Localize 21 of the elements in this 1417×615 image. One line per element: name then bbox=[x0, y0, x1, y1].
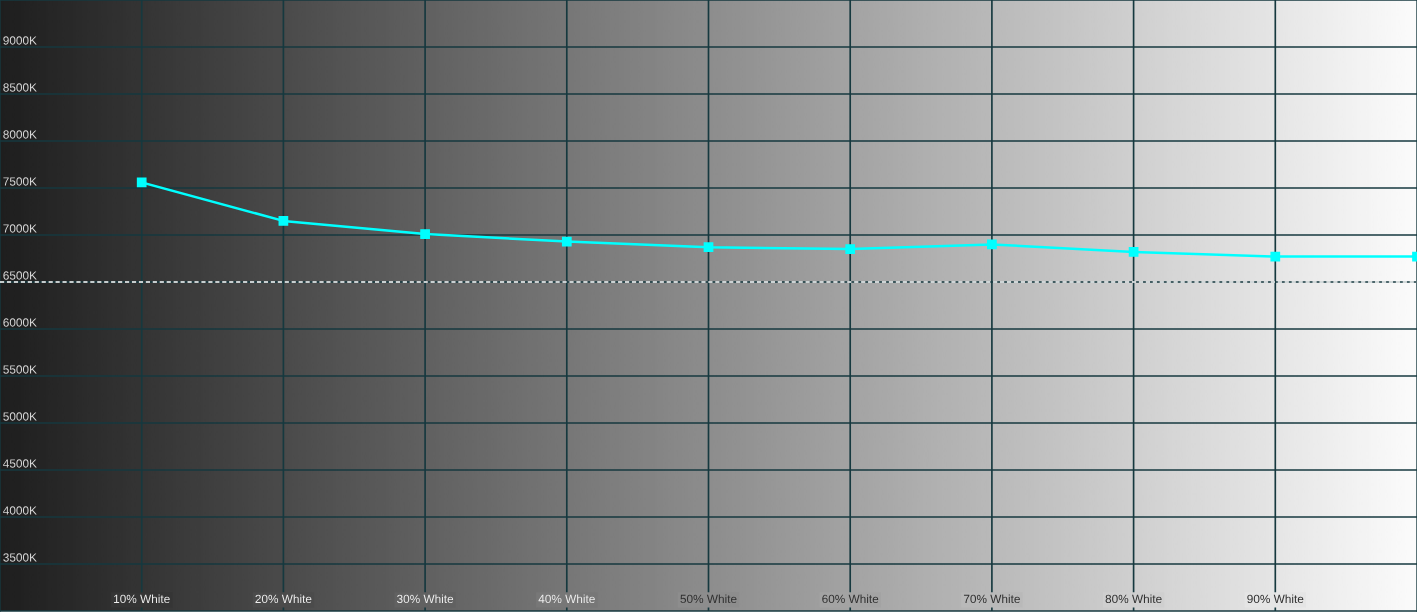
y-tick-label: 7000K bbox=[3, 224, 37, 233]
x-tick-label: 90% White bbox=[1247, 594, 1304, 604]
x-tick-label: 20% White bbox=[255, 594, 312, 604]
y-tick-label: 6000K bbox=[3, 318, 37, 327]
y-tick-label: 4000K bbox=[3, 506, 37, 515]
y-tick-label: 7500K bbox=[3, 177, 37, 186]
x-tick-label: 70% White bbox=[963, 594, 1020, 604]
x-tick-label: 30% White bbox=[397, 594, 454, 604]
y-tick-label: 5000K bbox=[3, 412, 37, 421]
y-tick-label: 4500K bbox=[3, 459, 37, 468]
y-tick-label: 5500K bbox=[3, 365, 37, 374]
y-tick-label: 9000K bbox=[3, 36, 37, 45]
x-tick-label: 40% White bbox=[538, 594, 595, 604]
y-tick-label: 3500K bbox=[3, 553, 37, 562]
x-tick-label: 50% White bbox=[680, 594, 737, 604]
y-tick-label: 8000K bbox=[3, 130, 37, 139]
y-tick-label: 8500K bbox=[3, 83, 37, 92]
x-tick-label: 80% White bbox=[1105, 594, 1162, 604]
y-tick-label: 6500K bbox=[3, 271, 37, 280]
x-tick-label: 60% White bbox=[822, 594, 879, 604]
x-tick-label: 10% White bbox=[114, 594, 170, 604]
